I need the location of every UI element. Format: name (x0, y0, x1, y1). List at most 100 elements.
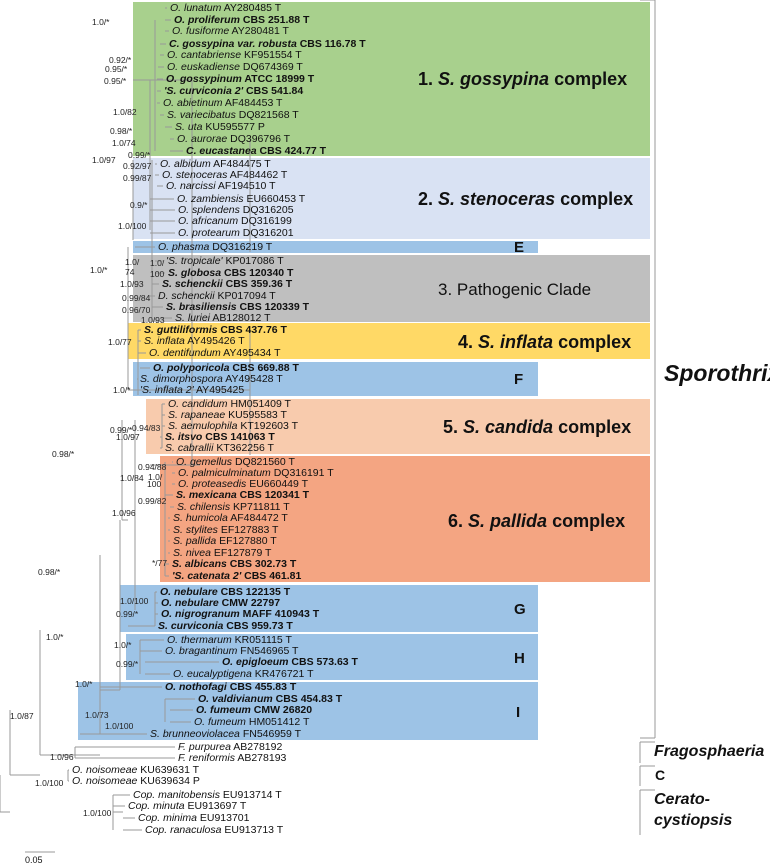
support-value: 1.0/100 (35, 778, 64, 788)
support-value: 100 (150, 269, 165, 279)
taxon-accession: EU660449 T (246, 478, 308, 490)
taxon-name: S. globosa (168, 267, 222, 279)
taxon-name: O. bragantinum (165, 645, 238, 657)
taxon-name: O. euskadiense (167, 61, 240, 73)
support-value: 1.0/84 (120, 473, 144, 483)
taxon-accession: KP017094 T (214, 290, 276, 302)
taxon-accession: AY495426 T (184, 335, 245, 347)
taxon-name: S. chilensis (177, 501, 231, 513)
taxon-name: S. brasiliensis (166, 301, 237, 313)
taxon-accession: EU913714 T (219, 789, 282, 801)
support-value: 0.99/* (110, 425, 133, 435)
taxon-label: O. noisomeae KU639631 T (72, 764, 199, 776)
taxon-label: S. uta KU595577 P (175, 121, 265, 133)
taxon-accession: EF127883 T (217, 524, 279, 536)
taxon-accession: DQ674369 T (239, 61, 303, 73)
taxon-label: S. guttiliformis CBS 437.76 T (144, 324, 287, 336)
support-value: 1.0/100 (105, 721, 134, 731)
support-value: 0.98/* (38, 567, 61, 577)
support-value: 0.98/* (110, 126, 133, 136)
taxon-accession: AY495428 T (222, 373, 283, 385)
taxon-label: S. schenckii CBS 359.36 T (162, 278, 292, 290)
clade-g-box (120, 585, 538, 632)
clade-letter-g: G (514, 601, 526, 618)
taxon-label: O. euskadiense DQ674369 T (167, 61, 303, 73)
taxon-accession: CMW 26820 (250, 704, 313, 716)
taxon-accession: AY495434 T (220, 347, 281, 359)
taxon-name: O. nebulare (160, 586, 218, 598)
taxon-name: 'S. catenata 2' (172, 570, 242, 582)
support-value: 0.99/* (128, 150, 151, 160)
taxon-name: O. candidum (168, 398, 228, 410)
taxon-label: O. proteasedis EU660449 T (178, 478, 308, 490)
taxon-label: O. nigrogranum MAFF 410943 T (161, 608, 319, 620)
taxon-label: O. albidum AF484475 T (160, 158, 271, 170)
taxon-name: F. purpurea (178, 741, 231, 753)
taxon-label: O. noisomeae KU639634 P (72, 775, 200, 787)
taxon-label: O. polyporicola CBS 669.88 T (153, 362, 299, 374)
taxon-name: S. humicola (173, 512, 228, 524)
taxon-accession: CBS 455.83 T (226, 681, 297, 693)
genus-label-ceratocystiopsis-2: cystiopsis (654, 812, 733, 829)
taxon-label: S. brunneoviolacea FN546959 T (150, 728, 301, 740)
taxon-name: S. uta (175, 121, 203, 133)
support-value: 1.0/87 (10, 711, 34, 721)
support-value: 100 (147, 479, 162, 489)
taxon-label: S. curviconia CBS 959.73 T (158, 620, 293, 632)
taxon-accession: DQ396796 T (227, 133, 291, 145)
taxon-accession: CMW 22797 (218, 597, 281, 609)
taxon-accession: EF127880 T (216, 535, 277, 547)
support-value: 0.99/84 (122, 293, 151, 303)
taxon-accession: KP017086 T (222, 255, 284, 267)
taxon-accession: KU595583 T (225, 409, 287, 421)
taxon-accession: DQ316199 (238, 215, 292, 227)
taxon-name: S. curviconia (158, 620, 224, 632)
taxon-accession: AB278192 (230, 741, 283, 753)
support-value: 0.99/82 (138, 496, 167, 506)
taxon-accession: CBS 251.88 T (239, 14, 310, 26)
taxon-name: O. phasma (158, 241, 210, 253)
support-value: 0.9/* (130, 200, 148, 210)
taxon-accession: DQ821568 T (235, 109, 299, 121)
taxon-accession: AB278193 (235, 752, 287, 764)
support-value: 1.0/* (114, 640, 132, 650)
taxon-accession: AY280481 T (229, 25, 289, 37)
taxon-label: C. eucastanea CBS 424.77 T (186, 145, 326, 157)
taxon-label: O. protearum DQ316201 (178, 227, 294, 239)
clade-label-2: 2. S. stenoceras complex (418, 189, 634, 209)
taxon-name: Cop. minuta (128, 800, 185, 812)
taxon-name: O. splendens (178, 204, 240, 216)
support-value: 1.0/* (92, 17, 110, 27)
taxon-name: S. schenckii (162, 278, 223, 290)
support-value: 1.0/74 (112, 138, 136, 148)
support-value: 1.0/* (90, 265, 108, 275)
taxon-accession: CBS 141063 T (202, 431, 275, 443)
taxon-label: S. inflata AY495426 T (144, 335, 245, 347)
support-value: 0.92/* (109, 55, 132, 65)
taxon-accession: DQ316219 T (209, 241, 273, 253)
taxon-label: O. gemellus DQ821560 T (176, 456, 295, 468)
taxon-name: S. nivea (173, 547, 211, 559)
taxon-name: O. proteasedis (178, 478, 247, 490)
genus-label-fragosphaeria: Fragosphaeria (654, 743, 765, 760)
taxon-accession: CBS 120339 T (236, 301, 309, 313)
taxon-label: Cop. minima EU913701 (138, 812, 249, 824)
taxon-name: O. aurorae (177, 133, 228, 145)
taxon-accession: KP711811 T (230, 501, 290, 513)
taxon-label: O. fumeum HM051412 T (194, 716, 309, 728)
taxon-accession: EF127879 T (210, 547, 272, 559)
taxon-name: O. palmiculminatum (178, 467, 271, 479)
support-value: 1.0/100 (118, 221, 147, 231)
clade-e-box (133, 241, 538, 253)
taxon-accession: CBS 120341 T (236, 489, 310, 501)
support-value: 1.0/77 (108, 337, 132, 347)
taxon-name: O. fusiforme (172, 25, 230, 37)
taxon-name: O. polyporicola (153, 362, 230, 374)
taxon-name: O. valdivianum (198, 693, 273, 705)
pathogenic-clade-box (133, 255, 650, 322)
taxon-accession: ATCC 18999 T (241, 73, 315, 85)
taxon-name: O. protearum (178, 227, 240, 239)
taxon-accession: HM051412 T (245, 716, 310, 728)
taxon-accession: DQ316201 (239, 227, 294, 239)
